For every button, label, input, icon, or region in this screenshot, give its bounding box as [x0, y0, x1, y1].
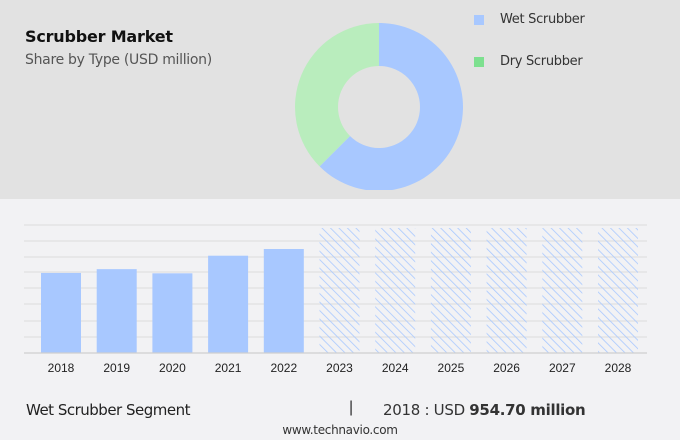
legend-item-wet-scrubber: Wet Scrubber: [474, 12, 585, 27]
x-label-2021: 2021: [215, 361, 242, 375]
segment-year-prefix: 2018 : USD: [383, 401, 470, 419]
x-label-2027: 2027: [549, 361, 576, 375]
x-label-2018: 2018: [48, 361, 75, 375]
segment-value-amount: 954.70 million: [469, 401, 586, 419]
segment-label: Wet Scrubber Segment: [26, 401, 190, 419]
forecast-bar-2026[interactable]: [486, 228, 527, 353]
site-url: www.technavio.com: [282, 423, 398, 437]
bar-2018[interactable]: [41, 272, 81, 353]
legend-label: Dry Scrubber: [500, 54, 583, 69]
legend-label: Wet Scrubber: [500, 12, 585, 27]
footer-separator: |: [349, 399, 354, 416]
legend-item-dry-scrubber: Dry Scrubber: [474, 54, 583, 69]
forecast-bar-2027[interactable]: [542, 228, 583, 353]
x-label-2022: 2022: [270, 361, 297, 375]
forecast-bar-2023[interactable]: [319, 228, 360, 353]
bar-2020[interactable]: [152, 273, 193, 353]
bars: [41, 228, 638, 353]
forecast-bar-2024[interactable]: [375, 228, 416, 353]
x-label-2024: 2024: [382, 361, 409, 375]
x-label-2019: 2019: [103, 361, 130, 375]
forecast-bar-2025[interactable]: [430, 228, 471, 353]
x-label-2026: 2026: [493, 361, 520, 375]
segment-value: 2018 : USD 954.70 million: [383, 401, 586, 419]
page-subtitle: Share by Type (USD million): [25, 52, 212, 68]
x-axis-labels: 2018 2019 2020 2021 2022 2023 2024 2025 2026 2027…: [48, 361, 632, 375]
donut-slice-dry-scrubber[interactable]: [295, 23, 379, 167]
bar-2019[interactable]: [96, 269, 137, 353]
x-label-2028: 2028: [605, 361, 632, 375]
bar-2021[interactable]: [208, 255, 249, 353]
page-title: Scrubber Market: [25, 27, 173, 46]
forecast-bar-2028[interactable]: [598, 228, 638, 353]
x-label-2023: 2023: [326, 361, 353, 375]
x-label-2020: 2020: [159, 361, 186, 375]
x-label-2025: 2025: [438, 361, 465, 375]
bar-2022[interactable]: [263, 249, 304, 353]
legend-swatch-icon: [474, 56, 484, 67]
donut-hole: [338, 66, 420, 148]
legend-swatch-icon: [474, 14, 484, 25]
donut-chart: [295, 23, 463, 190]
